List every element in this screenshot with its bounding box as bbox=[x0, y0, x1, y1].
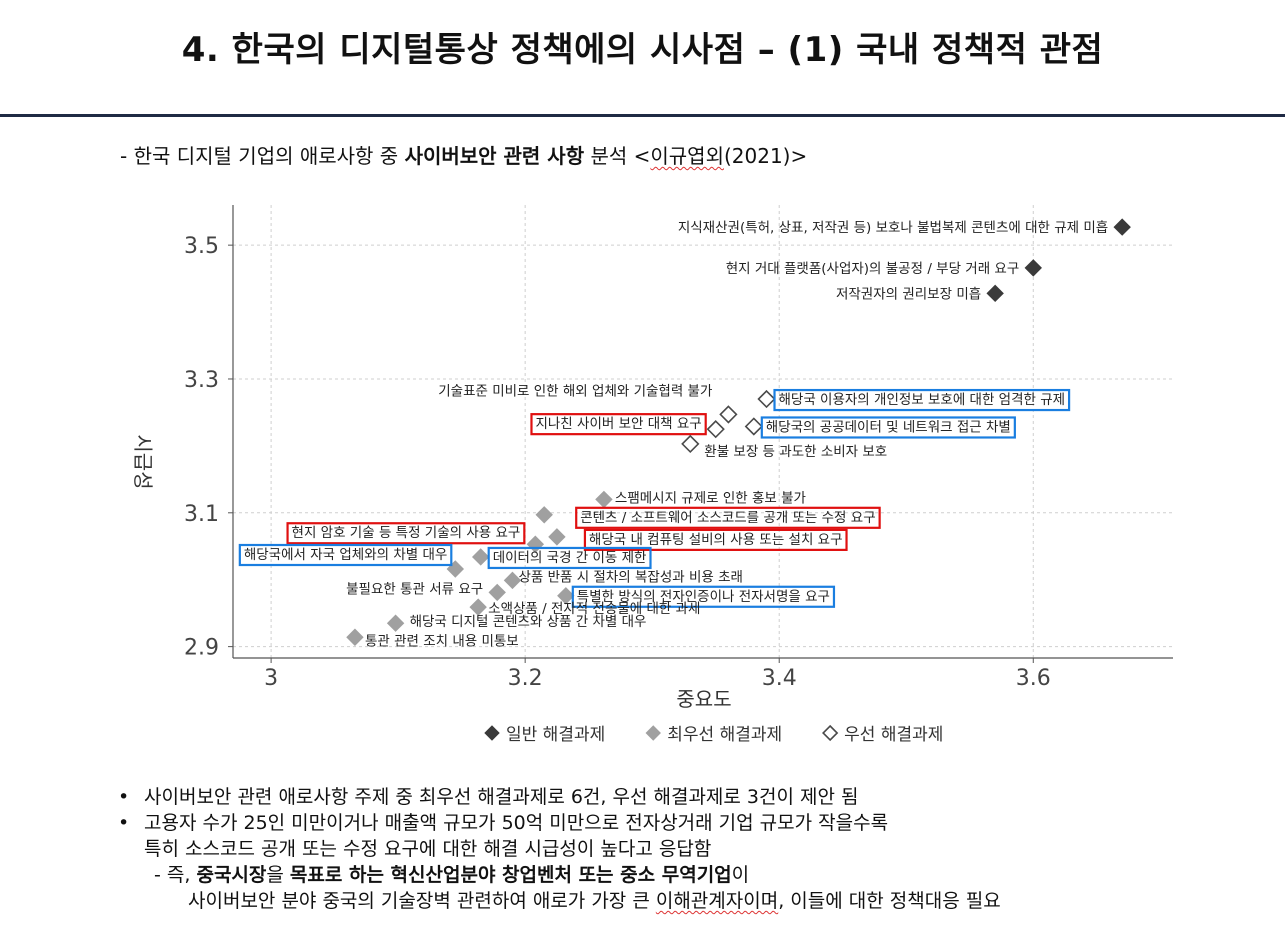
data-point bbox=[535, 506, 553, 524]
point-label: 해당국 디지털 콘텐츠와 상품 간 차별 대우 bbox=[410, 614, 647, 630]
note-text: 고용자 수가 25인 미만이거나 매출액 규모가 50억 미만으로 전자상거래 … bbox=[144, 812, 889, 834]
point-label: 저작권자의 권리보장 미흡 bbox=[836, 286, 981, 302]
data-point bbox=[346, 628, 364, 646]
x-tick-label: 3.2 bbox=[508, 666, 543, 691]
caption-middle: 분석 < bbox=[584, 144, 651, 168]
highlight-box-red bbox=[575, 506, 881, 529]
point-label: 현지 거대 플랫폼(사업자)의 불공정 / 부당 거래 요구 bbox=[726, 261, 1020, 277]
sub-emphasis-target: 목표로 하는 혁신산업분야 창업벤처 또는 중소 무역기업 bbox=[289, 864, 732, 886]
highlight-box-blue bbox=[571, 585, 836, 608]
data-point bbox=[446, 560, 465, 578]
caption-suffix: (2021)> bbox=[723, 144, 808, 168]
data-point bbox=[471, 548, 490, 566]
slide-title: 4. 한국의 디지털통상 정책에의 시사점 – (1) 국내 정책적 관점 bbox=[181, 30, 1104, 70]
point-label: 소액상품 / 전자적 전송물에 대한 과세 bbox=[488, 601, 700, 617]
highlight-box-red bbox=[583, 528, 848, 551]
bullet-dot: • bbox=[118, 786, 130, 808]
sub-emphasis-market: 중국시장 bbox=[196, 864, 267, 886]
chart-caption: - 한국 디지털 기업의 애로사항 중 사이버보안 관련 사항 분석 <이규엽외… bbox=[120, 140, 807, 169]
note-bullet-2: • 고용자 수가 25인 미만이거나 매출액 규모가 50억 미만으로 전자상거… bbox=[118, 810, 1001, 836]
sub-cont-text: 사이버보안 분야 중국의 기술장벽 관련하여 애로가 가장 큰 bbox=[188, 890, 656, 912]
point-label: 지나친 사이버 보안 대책 요구 bbox=[535, 416, 701, 432]
highlight-box-red bbox=[530, 413, 707, 436]
y-axis-title: 시급성 bbox=[131, 434, 155, 489]
point-label: 불필요한 통관 서류 요구 bbox=[346, 581, 483, 597]
point-label: 기술표준 미비로 인한 해외 업체와 기술협력 불가 bbox=[438, 383, 712, 399]
data-point bbox=[557, 587, 575, 605]
x-axis-title: 중요도 bbox=[676, 687, 731, 711]
data-point bbox=[469, 598, 487, 616]
caption-reference: 이규엽외 bbox=[650, 144, 724, 168]
highlight-box-blue bbox=[487, 546, 652, 570]
data-point bbox=[757, 389, 776, 409]
x-tick-label: 3 bbox=[264, 666, 278, 691]
y-tick-label: 3.5 bbox=[184, 234, 219, 259]
scatter-chart: 3 3.2 3.4 3.6 2.9 3.1 3.3 3.5 중요도 시급성 지식재산권(특허, 상표… bbox=[131, 205, 1173, 745]
note-sub-continuation: 사이버보안 분야 중국의 기술장벽 관련하여 애로가 가장 큰 이해관계자이며,… bbox=[118, 888, 1001, 914]
point-label: 특별한 방식의 전자인증이나 전자서명을 요구 bbox=[577, 589, 830, 605]
point-label: 통관 관련 조치 내용 미통보 bbox=[365, 633, 519, 649]
y-tick-label: 2.9 bbox=[184, 636, 219, 661]
x-tick-label: 3.6 bbox=[1016, 666, 1051, 691]
note-sub-item: - 즉, 중국시장을 목표로 하는 혁신산업분야 창업벤처 또는 중소 무역기업… bbox=[118, 862, 1001, 888]
sub-text: 을 bbox=[266, 864, 290, 886]
data-point bbox=[986, 284, 1004, 303]
y-tick-label: 3.3 bbox=[184, 368, 219, 393]
legend-marker bbox=[645, 725, 661, 741]
point-label: 상품 반품 시 절차의 복잡성과 비용 초래 bbox=[518, 569, 742, 585]
data-point bbox=[1024, 259, 1042, 277]
data-point bbox=[706, 420, 725, 439]
data-point bbox=[1113, 218, 1131, 236]
summary-notes: • 사이버보안 관련 애로사항 주제 중 최우선 해결과제로 6건, 우선 해결… bbox=[118, 784, 1001, 914]
data-point bbox=[548, 528, 566, 546]
point-label: 스팸메시지 규제로 인한 홍보 불가 bbox=[615, 490, 806, 506]
highlight-box-blue bbox=[760, 416, 1016, 439]
y-tick-label: 3.1 bbox=[184, 502, 219, 527]
highlight-box-blue bbox=[773, 388, 1071, 412]
point-label: 현지 암호 기술 등 특정 기술의 사용 요구 bbox=[292, 525, 521, 541]
x-tick-label: 3.4 bbox=[762, 666, 797, 691]
data-point bbox=[719, 405, 738, 424]
bullet-dot: • bbox=[118, 812, 130, 834]
data-point bbox=[503, 571, 522, 590]
caption-emphasis: 사이버보안 관련 사항 bbox=[404, 144, 585, 168]
point-label: 지식재산권(특허, 상표, 저작권 등) 보호나 불법복제 콘텐츠에 대한 규제… bbox=[678, 220, 1108, 236]
legend-label: 최우선 해결과제 bbox=[667, 725, 782, 745]
legend-label: 우선 해결과제 bbox=[844, 725, 943, 745]
note-text: 사이버보안 관련 애로사항 주제 중 최우선 해결과제로 6건, 우선 해결과제… bbox=[144, 786, 859, 808]
note-bullet-2-continuation: 특히 소스코드 공개 또는 수정 요구에 대한 해결 시급성이 높다고 응답함 bbox=[144, 838, 712, 860]
sub-cont-stakeholder: 이해관계자이며 bbox=[655, 890, 779, 912]
data-point bbox=[386, 614, 405, 632]
legend-marker bbox=[822, 724, 839, 742]
point-label: 환불 보장 등 과도한 소비자 보호 bbox=[704, 444, 887, 460]
data-point bbox=[488, 583, 506, 602]
legend-label: 일반 해결과제 bbox=[506, 725, 605, 745]
point-label: 해당국에서 자국 업체와의 차별 대우 bbox=[244, 547, 447, 563]
sub-prefix: - 즉, bbox=[154, 864, 197, 886]
data-point bbox=[744, 417, 763, 436]
data-point bbox=[595, 490, 613, 509]
point-label: 해당국 이용자의 개인정보 보호에 대한 엄격한 규제 bbox=[779, 392, 1066, 408]
legend-marker bbox=[484, 725, 500, 741]
point-label: 데이터의 국경 간 이동 제한 bbox=[493, 550, 647, 566]
note-bullet-1: • 사이버보안 관련 애로사항 주제 중 최우선 해결과제로 6건, 우선 해결… bbox=[118, 784, 1001, 810]
caption-prefix: - 한국 디지털 기업의 애로사항 중 bbox=[120, 144, 405, 168]
sub-text: 이 bbox=[731, 864, 750, 886]
highlight-box-blue bbox=[238, 543, 453, 567]
data-point bbox=[681, 434, 700, 454]
highlight-box-red bbox=[286, 522, 526, 545]
point-label: 콘텐츠 / 소프트웨어 소스코드를 공개 또는 수정 요구 bbox=[580, 510, 875, 526]
point-label: 해당국 내 컴퓨팅 설비의 사용 또는 설치 요구 bbox=[589, 532, 843, 548]
sub-cont-text: , 이들에 대한 정책대응 필요 bbox=[778, 890, 1001, 912]
title-divider bbox=[0, 114, 1285, 117]
point-label: 해당국의 공공데이터 및 네트워크 접근 차별 bbox=[766, 419, 1011, 435]
